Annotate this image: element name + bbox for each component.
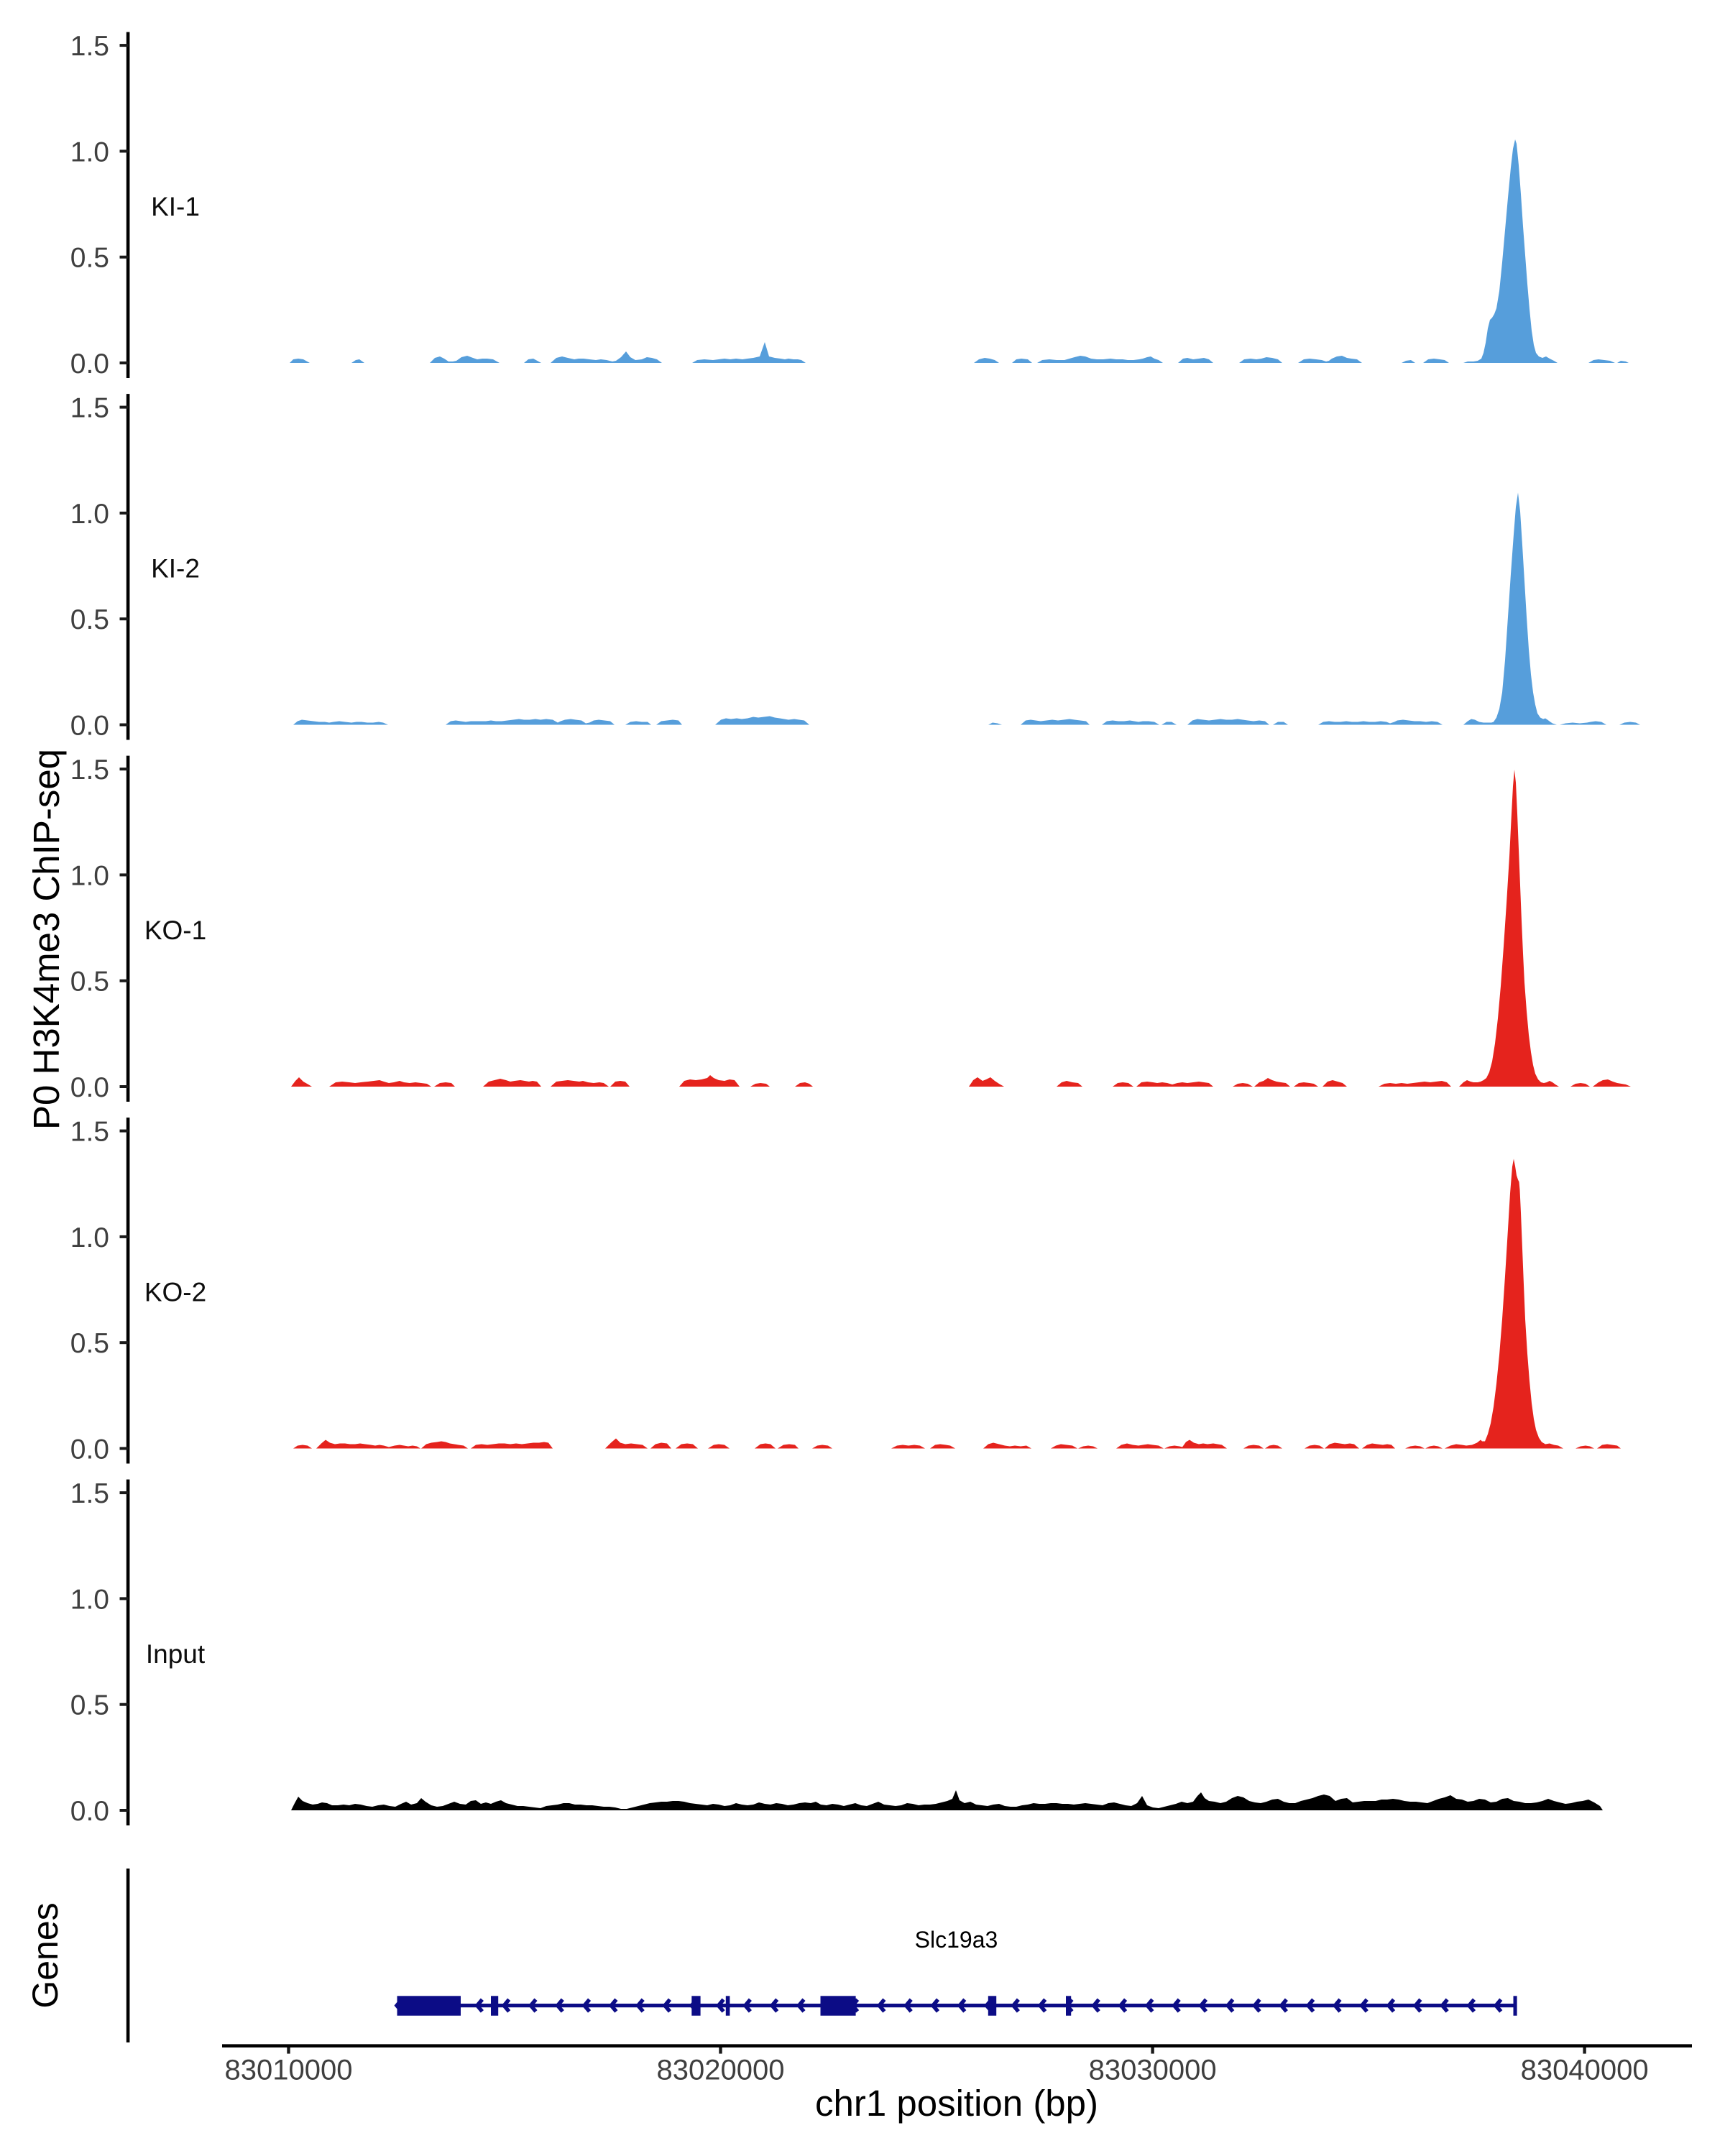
- svg-text:0.5: 0.5: [70, 1328, 109, 1359]
- svg-text:Slc19a3: Slc19a3: [915, 1927, 998, 1953]
- svg-text:Genes: Genes: [25, 1902, 65, 2008]
- svg-text:0.0: 0.0: [70, 710, 109, 741]
- svg-text:83040000: 83040000: [1521, 2055, 1649, 2086]
- svg-text:0.0: 0.0: [70, 1072, 109, 1103]
- svg-text:1.5: 1.5: [70, 31, 109, 62]
- svg-text:1.0: 1.0: [70, 137, 109, 167]
- svg-text:1.0: 1.0: [70, 1222, 109, 1253]
- svg-text:1.0: 1.0: [70, 1584, 109, 1615]
- svg-text:83030000: 83030000: [1089, 2055, 1217, 2086]
- svg-text:KO-1: KO-1: [144, 916, 206, 945]
- svg-text:1.0: 1.0: [70, 860, 109, 891]
- svg-text:0.0: 0.0: [70, 349, 109, 379]
- svg-text:0.5: 0.5: [70, 1690, 109, 1721]
- svg-text:1.5: 1.5: [70, 1117, 109, 1148]
- svg-text:P0 H3K4me3 ChIP-seq: P0 H3K4me3 ChIP-seq: [26, 749, 67, 1130]
- svg-text:1.5: 1.5: [70, 1478, 109, 1509]
- svg-text:0.5: 0.5: [70, 604, 109, 635]
- svg-text:0.5: 0.5: [70, 243, 109, 274]
- svg-text:0.5: 0.5: [70, 967, 109, 998]
- svg-text:KO-2: KO-2: [144, 1278, 206, 1307]
- svg-text:chr1 position (bp): chr1 position (bp): [815, 2083, 1098, 2124]
- svg-text:83010000: 83010000: [225, 2055, 353, 2086]
- svg-text:KI-2: KI-2: [151, 554, 200, 584]
- svg-text:1.5: 1.5: [70, 393, 109, 424]
- svg-text:Input: Input: [146, 1639, 206, 1669]
- svg-text:0.0: 0.0: [70, 1796, 109, 1827]
- svg-text:83020000: 83020000: [657, 2055, 785, 2086]
- svg-text:KI-1: KI-1: [151, 192, 200, 221]
- svg-text:1.0: 1.0: [70, 499, 109, 530]
- svg-text:1.5: 1.5: [70, 755, 109, 786]
- svg-text:0.0: 0.0: [70, 1434, 109, 1465]
